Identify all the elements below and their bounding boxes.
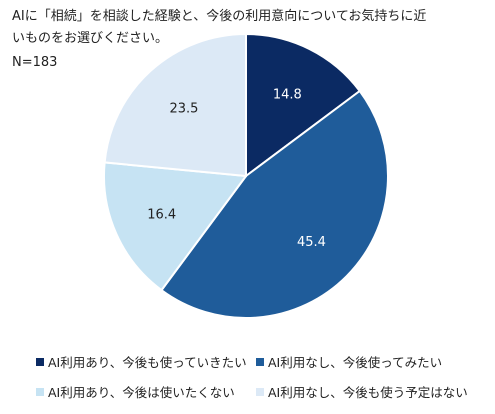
legend-label-nouse-try: AI利用なし、今後使ってみたい	[268, 355, 443, 370]
slice-nouse-never-value-label: 23.5	[169, 102, 198, 117]
legend-swatch-use-continue	[36, 357, 44, 366]
chart-title: AIに「相続」を相談した経験と、今後の利用意向についてお気持ちに近 いものをお選…	[12, 6, 482, 50]
legend-item-use-stop: AI利用あり、今後は使いたくない	[36, 382, 235, 401]
legend-item-nouse-never: AI利用なし、今後も使う予定はない	[256, 382, 468, 401]
chart-title-line-1: AIに「相続」を相談した経験と、今後の利用意向についてお気持ちに近	[12, 9, 427, 24]
sample-size: N=183	[12, 55, 58, 70]
slice-nouse-try	[160, 89, 389, 319]
slice-nouse-never	[103, 32, 247, 178]
legend-label-use-continue: AI利用あり、今後も使っていきたい	[48, 355, 247, 370]
legend-item-nouse-try: AI利用なし、今後使ってみたい	[256, 352, 442, 371]
slice-use-continue-value-label: 14.8	[273, 87, 302, 102]
legend-item-use-continue: AI利用あり、今後も使っていきたい	[36, 352, 247, 371]
legend-swatch-nouse-never	[256, 387, 264, 396]
legend-swatch-use-stop	[36, 387, 44, 396]
legend-label-use-stop: AI利用あり、今後は使いたくない	[48, 385, 235, 400]
legend-swatch-nouse-try	[256, 357, 264, 366]
chart-title-line-2: いものをお選びください。	[12, 31, 169, 46]
slice-nouse-try-value-label: 45.4	[297, 235, 326, 250]
pie-chart: 14.8 45.4 16.4 23.5	[103, 32, 389, 319]
legend-label-nouse-never: AI利用なし、今後も使う予定はない	[268, 385, 468, 400]
slice-use-stop-value-label: 16.4	[147, 208, 176, 223]
slice-use-continue	[245, 32, 362, 178]
slice-use-stop	[103, 161, 248, 292]
